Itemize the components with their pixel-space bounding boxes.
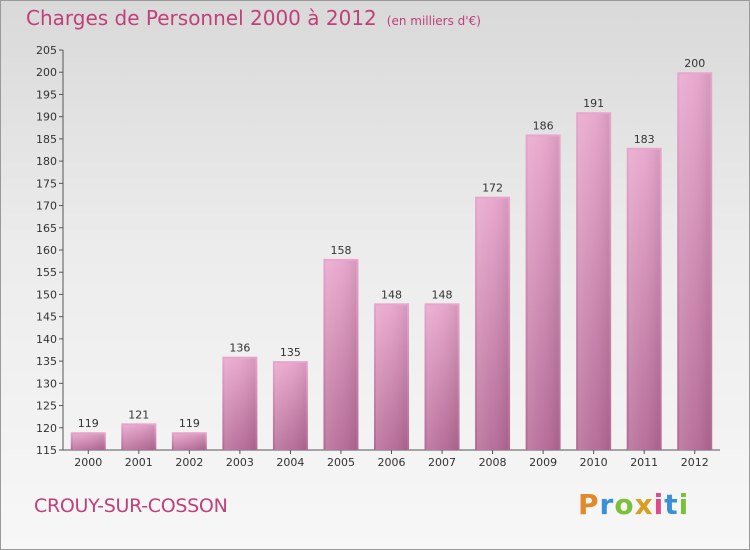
y-tick-label: 115 (36, 444, 57, 457)
y-tick-label: 120 (36, 422, 57, 435)
bar-value-label: 158 (330, 244, 351, 257)
x-tick-label: 2009 (529, 456, 557, 469)
logo-letter: r (599, 488, 615, 521)
bar-shine (123, 425, 155, 450)
bar-value-label: 119 (179, 417, 200, 430)
bar-value-label: 136 (229, 342, 250, 355)
bar-value-label: 119 (78, 417, 99, 430)
y-tick-label: 130 (36, 377, 57, 390)
bar-shine (426, 305, 458, 450)
bar-value-label: 135 (280, 346, 301, 359)
logo-letter: t (664, 488, 679, 521)
bar-shine (274, 363, 306, 450)
y-tick-label: 185 (36, 133, 57, 146)
bar-shine (578, 114, 610, 450)
x-tick-label: 2003 (226, 456, 254, 469)
y-tick-label: 160 (36, 244, 57, 257)
x-tick-label: 2001 (125, 456, 153, 469)
chart-title: Charges de Personnel 2000 à 2012 (en mill… (26, 6, 481, 30)
logo-letter: i (653, 488, 665, 521)
bar-shine (679, 74, 711, 450)
x-tick-label: 2007 (428, 456, 456, 469)
x-tick-label: 2002 (175, 456, 203, 469)
y-tick-label: 190 (36, 111, 57, 124)
bar-value-label: 148 (432, 288, 453, 301)
bar-shine (72, 434, 104, 450)
bar-shine (224, 358, 256, 450)
bar-value-label: 172 (482, 182, 503, 195)
y-tick-label: 145 (36, 311, 57, 324)
y-tick-label: 180 (36, 155, 57, 168)
bar-value-label: 191 (583, 97, 604, 110)
bar-value-label: 183 (634, 133, 655, 146)
bar-shine (628, 149, 660, 450)
bar-shine (325, 260, 357, 450)
bar-shine (477, 198, 509, 450)
y-tick-label: 200 (36, 66, 57, 79)
bar-shine (173, 434, 205, 450)
x-tick-label: 2000 (74, 456, 102, 469)
logo-letter: x (634, 488, 654, 521)
logo-letter: i (678, 488, 690, 521)
y-tick-label: 140 (36, 333, 57, 346)
x-tick-label: 2006 (378, 456, 406, 469)
city-name: CROUY-SUR-COSSON (34, 495, 228, 517)
y-tick-label: 150 (36, 288, 57, 301)
y-tick-label: 205 (36, 44, 57, 57)
x-tick-label: 2012 (681, 456, 709, 469)
bar-shine (376, 305, 407, 450)
bar-value-label: 148 (381, 288, 402, 301)
y-tick-label: 175 (36, 177, 57, 190)
y-tick-label: 155 (36, 266, 57, 279)
x-tick-label: 2011 (630, 456, 658, 469)
y-tick-label: 125 (36, 400, 57, 413)
bar-value-label: 121 (128, 408, 149, 421)
logo-letter: o (614, 488, 635, 521)
x-tick-label: 2008 (479, 456, 507, 469)
y-tick-label: 195 (36, 88, 57, 101)
bar-value-label: 186 (533, 119, 554, 132)
bars (70, 72, 713, 450)
x-tick-label: 2004 (276, 456, 304, 469)
chart-subtitle: (en milliers d'€) (386, 14, 481, 28)
chart-title-text: Charges de Personnel 2000 à 2012 (26, 6, 377, 30)
logo-letter: P (578, 488, 600, 521)
y-tick-label: 135 (36, 355, 57, 368)
data-labels: 119 121 119 136 135 158 148 148 172 186 191 183 200 (78, 57, 705, 430)
y-tick-label: 170 (36, 200, 57, 213)
x-tick-label: 2005 (327, 456, 355, 469)
proxiti-logo: Proxiti (578, 488, 689, 521)
bar-shine (527, 136, 559, 450)
x-tick-label: 2010 (580, 456, 608, 469)
y-tick-label: 165 (36, 222, 57, 235)
bar-value-label: 200 (684, 57, 705, 70)
